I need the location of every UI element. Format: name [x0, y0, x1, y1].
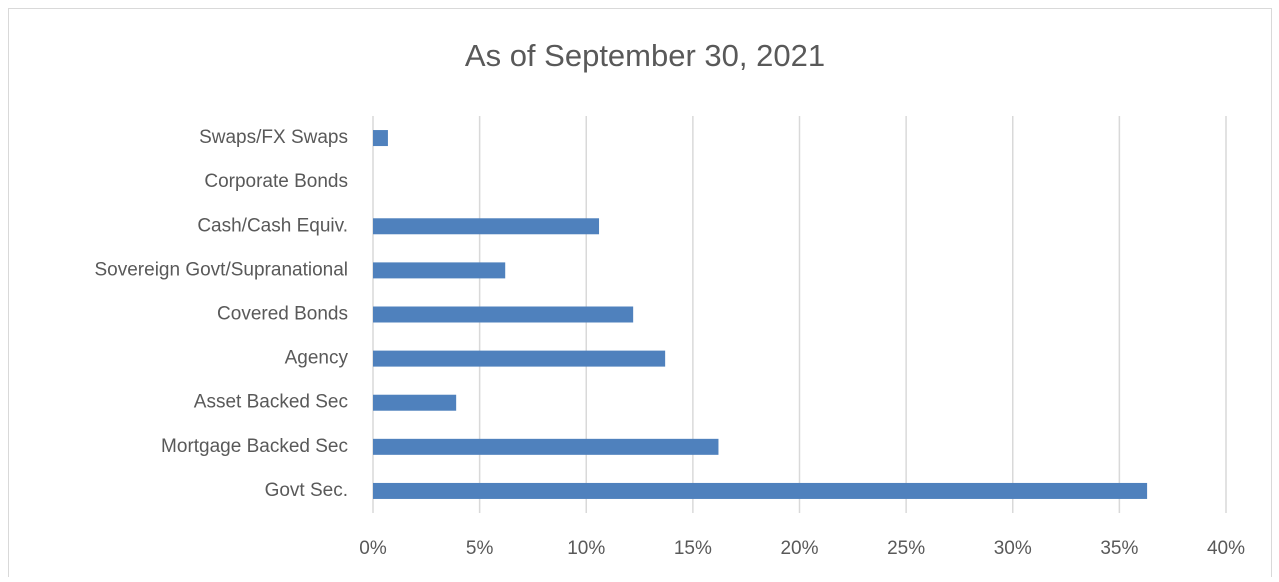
y-tick-label: Mortgage Backed Sec: [161, 436, 348, 457]
x-tick-label: 40%: [1207, 538, 1245, 559]
bar: [373, 306, 634, 323]
y-tick-label: Agency: [285, 348, 349, 369]
bar: [373, 262, 506, 279]
y-tick-label: Govt Sec.: [265, 480, 348, 501]
bar: [373, 130, 388, 147]
y-tick-label: Covered Bonds: [217, 304, 348, 325]
y-tick-label: Asset Backed Sec: [194, 392, 348, 413]
x-tick-label: 15%: [674, 538, 712, 559]
chart-title: As of September 30, 2021: [465, 38, 825, 73]
x-tick-label: 5%: [466, 538, 494, 559]
bar: [373, 482, 1148, 499]
y-tick-label: Sovereign Govt/Supranational: [95, 259, 349, 280]
y-tick-label: Corporate Bonds: [204, 171, 348, 192]
x-tick-label: 10%: [567, 538, 605, 559]
y-tick-label: Cash/Cash Equiv.: [197, 215, 348, 236]
x-tick-label: 0%: [359, 538, 387, 559]
x-tick-label: 20%: [780, 538, 818, 559]
y-tick-label: Swaps/FX Swaps: [199, 127, 348, 148]
bar: [373, 438, 719, 455]
x-tick-label: 30%: [994, 538, 1032, 559]
x-tick-label: 35%: [1100, 538, 1138, 559]
x-tick-label: 25%: [887, 538, 925, 559]
bar: [373, 394, 457, 411]
bar: [373, 350, 666, 367]
bar: [373, 218, 600, 235]
